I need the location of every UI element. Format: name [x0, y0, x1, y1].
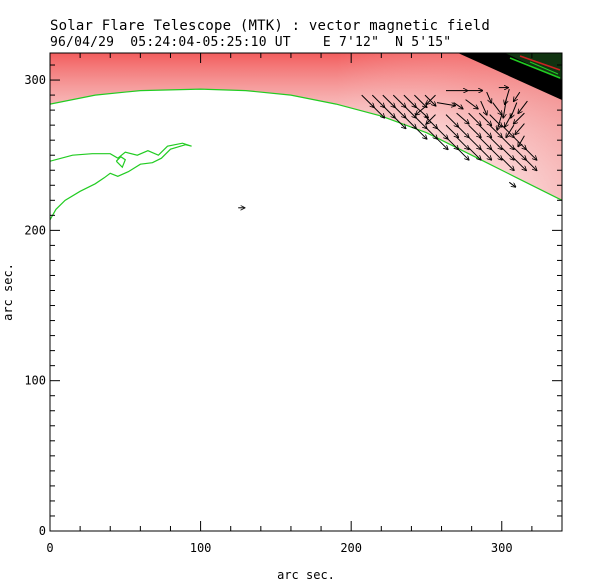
field-vector-36	[478, 112, 491, 125]
field-vector-16	[392, 105, 405, 118]
x-tick-label: 200	[340, 541, 362, 555]
field-vector-1	[371, 94, 384, 107]
field-vector-4	[403, 94, 416, 107]
field-vector-55	[468, 136, 481, 149]
field-vector-10	[486, 91, 492, 103]
field-vector-39	[505, 112, 513, 127]
field-vector-66	[513, 147, 526, 160]
axis-ticks	[49, 53, 563, 532]
field-vector-29	[403, 115, 416, 128]
field-vector-22	[465, 99, 478, 109]
x-tick-label: 100	[190, 541, 212, 555]
field-vector-64	[489, 147, 502, 160]
field-vector-25	[503, 99, 507, 118]
field-vector-7	[427, 94, 436, 104]
field-vector-23	[480, 100, 487, 115]
field-vector-61	[456, 147, 469, 160]
magnetic-contour-b	[115, 155, 127, 169]
field-vector-43	[435, 126, 448, 139]
x-axis-label: arc sec.	[277, 568, 335, 582]
field-vector-26	[511, 102, 518, 118]
field-vector-58	[501, 136, 514, 149]
field-vector-63	[478, 147, 491, 160]
field-vector-14	[371, 105, 384, 118]
field-vector-37	[489, 114, 502, 127]
solar-limb-contour	[50, 88, 562, 201]
field-vector-38	[497, 114, 503, 130]
field-vector-24	[492, 102, 502, 115]
y-tick-label: 100	[24, 374, 46, 388]
field-vector-40	[514, 112, 525, 124]
field-vector-32	[427, 114, 436, 124]
field-vector-34	[456, 112, 469, 124]
y-axis-label: arc sec.	[1, 263, 15, 321]
field-vector-3	[392, 94, 405, 107]
field-vector-41	[414, 126, 426, 139]
field-vector-48	[489, 124, 502, 137]
field-vector-42	[424, 126, 437, 139]
field-vector-52	[435, 136, 448, 149]
field-vector-44	[445, 124, 458, 137]
field-vector-71	[508, 181, 515, 187]
field-vector-62	[468, 147, 481, 160]
field-vector-50	[506, 124, 515, 137]
field-vector-0	[361, 94, 374, 107]
y-tick-label: 300	[24, 73, 46, 87]
field-vector-13	[514, 91, 521, 101]
field-vector-60	[518, 135, 525, 147]
field-vector-65	[501, 147, 514, 160]
field-vector-2	[382, 94, 395, 107]
field-vectors	[238, 88, 536, 208]
field-vector-47	[478, 124, 491, 137]
field-vector-51	[515, 123, 525, 135]
field-vector-45	[456, 124, 469, 137]
field-vector-27	[518, 100, 528, 113]
y-tick-label: 0	[39, 524, 46, 538]
off-disk-corner	[458, 53, 562, 100]
field-vector-17	[403, 105, 416, 118]
x-tick-label: 300	[491, 541, 513, 555]
field-vector-5	[414, 94, 426, 107]
magnetic-contour-a	[50, 142, 192, 221]
plot-area	[50, 53, 562, 221]
field-vector-15	[382, 105, 395, 118]
field-vector-69	[513, 157, 526, 170]
field-vector-35	[468, 112, 481, 125]
chart-subtitle: 96/04/29 05:24:04-05:25:10 UT E 7'12" N …	[50, 35, 452, 50]
field-vector-49	[501, 124, 514, 137]
field-vector-20	[436, 102, 455, 106]
field-vector-18	[414, 105, 428, 118]
field-vector-28	[392, 115, 405, 128]
field-vector-33	[445, 114, 458, 127]
chart-title: Solar Flare Telescope (MTK) : vector mag…	[50, 18, 491, 34]
field-vector-54	[456, 136, 469, 149]
field-vector-56	[478, 136, 491, 149]
field-vector-53	[445, 136, 458, 149]
field-vector-46	[468, 124, 481, 137]
field-vector-67	[524, 147, 536, 160]
field-vector-57	[489, 136, 502, 149]
field-vector-68	[501, 157, 514, 170]
field-vector-19	[416, 105, 427, 115]
field-vector-70	[524, 157, 536, 170]
field-vector-30	[414, 115, 426, 128]
field-vector-21	[453, 102, 463, 109]
y-tick-label: 200	[24, 223, 46, 237]
axis-tick-labels: 0 100 200 300 0 100 200 300	[24, 73, 512, 555]
plot-frame	[49, 52, 563, 532]
x-tick-label: 0	[46, 541, 53, 555]
